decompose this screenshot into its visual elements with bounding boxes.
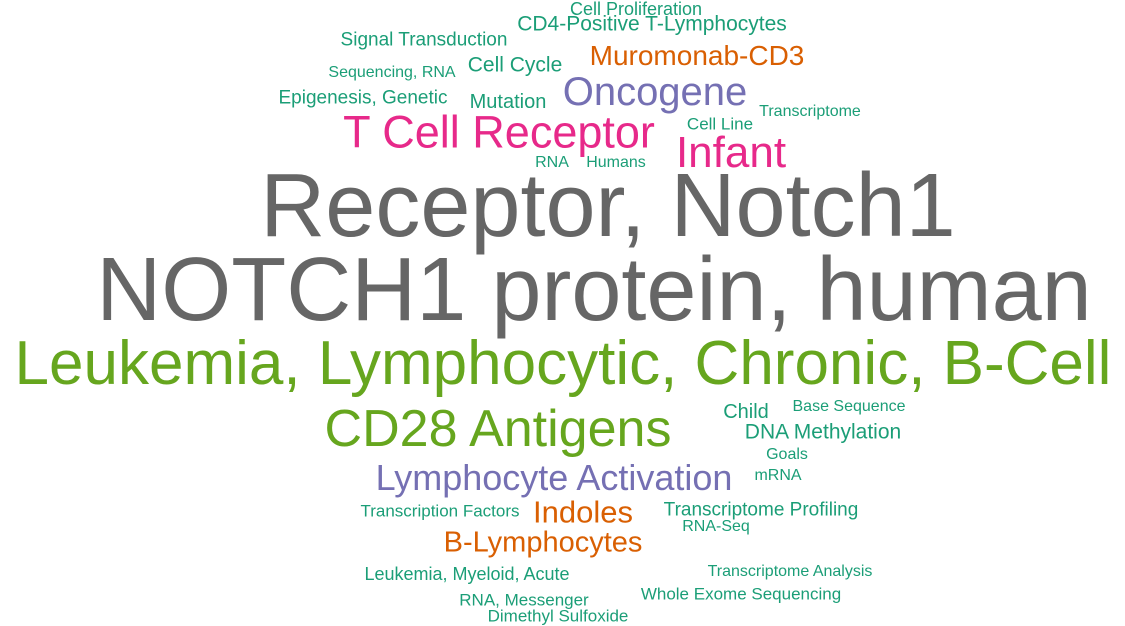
word-notch1-protein-human: NOTCH1 protein, human xyxy=(96,240,1092,340)
word-rna-messenger: RNA, Messenger xyxy=(459,590,589,610)
word-infant: Infant xyxy=(675,128,787,177)
word-mrna: mRNA xyxy=(754,467,802,484)
word-humans: Humans xyxy=(586,154,646,171)
word-oncogene: Oncogene xyxy=(562,70,748,114)
word-cell-proliferation: Cell Proliferation xyxy=(569,0,703,19)
word-mutation: Mutation xyxy=(469,91,547,113)
word-signal-transduction: Signal Transduction xyxy=(340,29,508,51)
word-b-lymphocytes: B-Lymphocytes xyxy=(443,526,643,559)
word-transcriptome-analysis: Transcriptome Analysis xyxy=(707,563,873,580)
word-rna-seq: RNA-Seq xyxy=(682,518,750,535)
word-cd4-positive-t-lymphocytes: CD4-Positive T-Lymphocytes xyxy=(517,12,787,36)
word-receptor-notch1: Receptor, Notch1 xyxy=(260,156,956,256)
word-muromonab-cd3: Muromonab-CD3 xyxy=(589,40,805,71)
word-cell-cycle: Cell Cycle xyxy=(467,53,563,77)
word-epigenesis-genetic: Epigenesis, Genetic xyxy=(278,87,448,109)
word-transcriptome: Transcriptome xyxy=(759,103,861,120)
word-transcriptome-profiling: Transcriptome Profiling xyxy=(663,499,859,521)
word-cell-line: Cell Line xyxy=(686,114,754,134)
word-transcription-factors: Transcription Factors xyxy=(360,501,520,521)
word-whole-exome-sequencing: Whole Exome Sequencing xyxy=(640,584,842,604)
word-dna-methylation: DNA Methylation xyxy=(744,420,902,444)
word-lymphocyte-activation: Lymphocyte Activation xyxy=(375,457,733,498)
word-cd28-antigens: CD28 Antigens xyxy=(324,400,672,458)
word-dimethyl-sulfoxide: Dimethyl Sulfoxide xyxy=(487,606,629,626)
word-leukemia-lymphocytic-chronic-b-cell: Leukemia, Lymphocytic, Chronic, B-Cell xyxy=(14,329,1112,398)
word-sequencing-rna: Sequencing, RNA xyxy=(328,64,456,81)
word-indoles: Indoles xyxy=(533,494,633,530)
word-base-sequence: Base Sequence xyxy=(792,398,906,415)
word-t-cell-receptor: T Cell Receptor xyxy=(343,106,655,158)
word-leukemia-myeloid-acute: Leukemia, Myeloid, Acute xyxy=(364,564,570,584)
word-child: Child xyxy=(723,401,769,423)
word-rna: RNA xyxy=(535,154,569,171)
word-goals: Goals xyxy=(766,446,808,463)
